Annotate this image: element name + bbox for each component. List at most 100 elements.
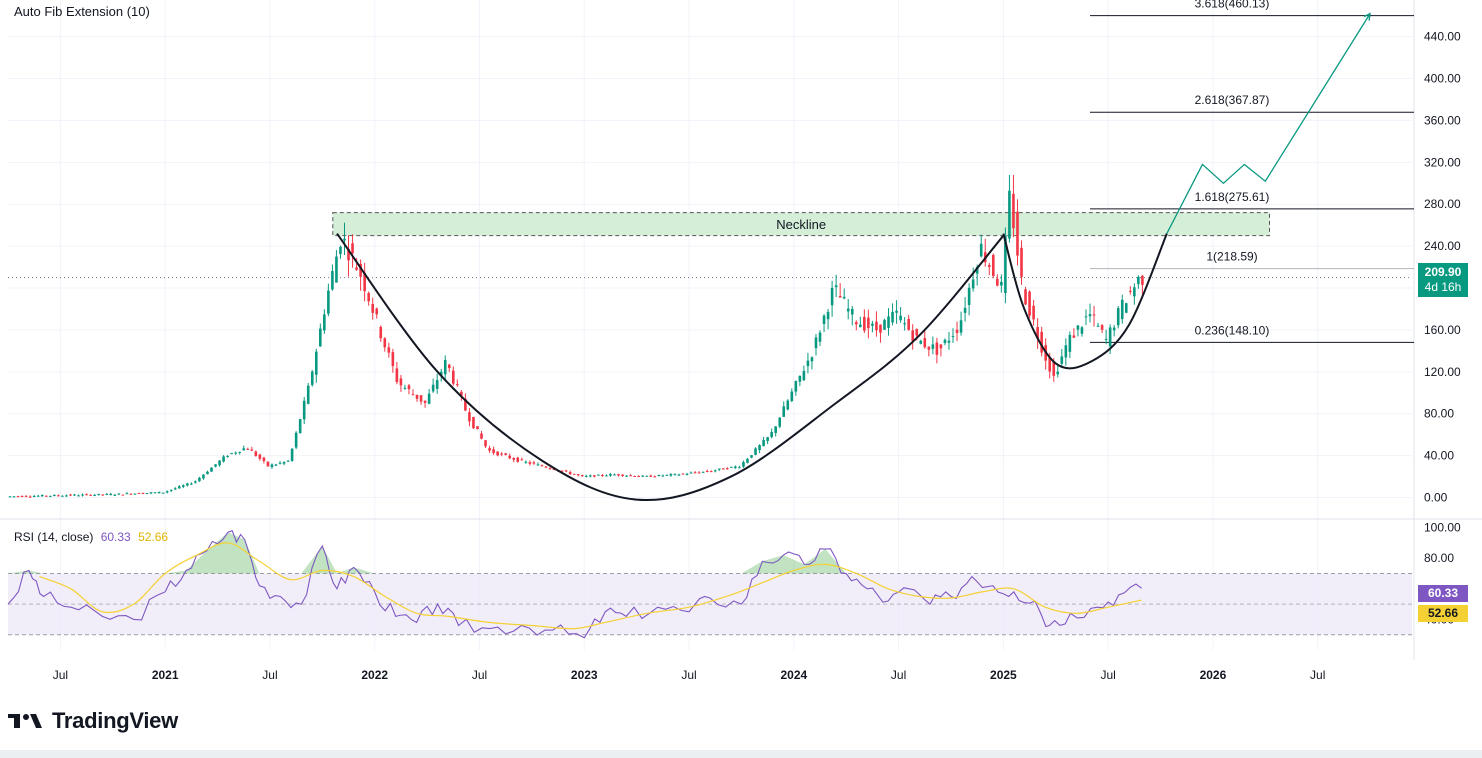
rsi-overbought-fill [207,532,229,574]
candle-body [1056,371,1060,375]
candle-body [717,468,721,470]
candle-body [875,321,878,331]
candle-body [173,488,177,490]
candle-body [210,467,213,472]
candle-body [36,495,40,497]
candle-body [782,406,786,417]
candle-body [238,451,242,453]
candle-body [814,337,818,349]
chart-area[interactable]: 0.0040.0080.00120.00160.00200.00240.0028… [0,0,1482,700]
price-tick-label: 400.00 [1424,72,1461,86]
candle-body [456,384,459,386]
candle-body [528,462,532,464]
candle-body [306,385,310,404]
rsi-overbought-fill [741,561,763,574]
candle-body [1104,338,1108,340]
rsi-overbought-fill [804,549,826,574]
candle-body [810,357,814,362]
candle-body [734,466,737,468]
candle-body [794,381,798,392]
candle-body [363,272,366,292]
candle-body [1004,235,1007,294]
candle-body [419,395,423,402]
candle-body [44,495,48,497]
candle-body [399,378,403,386]
candle-body [1020,247,1023,277]
price-tick-label: 40.00 [1424,449,1454,463]
candle-body [589,475,592,477]
rsi-overbought-fill [825,549,847,574]
candle-body [931,344,935,349]
candle-body [713,470,717,472]
tradingview-logo[interactable]: TradingView [8,708,178,734]
candle-body [133,493,137,495]
candle-body [113,494,117,496]
candle-body [629,475,632,477]
projection-path [1166,13,1371,234]
candle-body [834,285,838,288]
candle-body [774,426,777,433]
candle-body [584,475,588,477]
candle-body [701,471,705,473]
candle-body [867,317,870,329]
price-tick-label: 360.00 [1424,113,1461,127]
candle-body [16,496,20,498]
candle-body [214,464,217,467]
candle-body [770,432,773,438]
candle-body [169,489,173,491]
fib-level-label: 1(218.59) [1206,250,1257,264]
candle-body [149,492,153,494]
candle-body [637,476,640,478]
candle-body [319,328,322,347]
candle-body [218,460,221,466]
candle-body [798,375,802,382]
candle-body [157,491,161,494]
price-tick-label: 440.00 [1424,30,1461,44]
candle-body [391,352,395,367]
candle-body [738,467,741,469]
candle-body [226,456,229,458]
candle-body [613,474,616,476]
cup-curve [336,232,1005,502]
indicator-title[interactable]: Auto Fib Extension (10) [14,4,150,19]
time-tick-label: Jul [1100,668,1115,682]
candle-body [500,453,503,455]
bar-countdown: 4d 16h [1424,280,1462,294]
candle-body [335,256,338,283]
rsi-tick-label: 80.00 [1424,551,1454,565]
time-tick-label: Jul [891,668,906,682]
candle-body [40,494,44,497]
rsi-overbought-fill [165,570,187,574]
rsi-title[interactable]: RSI (14, close) 60.33 52.66 [14,530,168,544]
rsi-title-ma-value: 52.66 [138,530,169,544]
fib-level-label: 2.618(367.87) [1195,93,1270,107]
candle-body [504,453,507,455]
candle-body [206,471,209,475]
candle-body [359,263,362,277]
candle-body [65,495,68,497]
price-tick-label: 280.00 [1424,197,1461,211]
candle-body [693,472,697,474]
candle-body [492,449,495,454]
candle-body [669,474,673,476]
candle-body [1129,290,1132,292]
candle-body [726,468,729,470]
candle-body [202,474,205,479]
candle-body [117,493,121,495]
candle-body [1040,331,1043,353]
candle-body [1137,276,1140,285]
neckline-zone [332,212,1271,237]
candle-body [633,475,636,477]
candle-body [230,453,233,455]
candle-body [262,457,266,462]
candle-body [423,400,427,403]
candle-body [141,493,145,495]
candle-body [754,448,757,455]
candle-body [730,466,733,468]
candle-body [415,394,419,399]
candle-body [762,439,765,447]
candle-body [786,400,790,410]
candle-body [959,320,963,333]
candle-body [97,493,100,496]
candle-body [593,475,596,477]
